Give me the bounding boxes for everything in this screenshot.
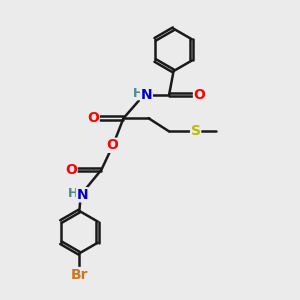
Text: Br: Br bbox=[70, 268, 88, 281]
Text: O: O bbox=[65, 163, 77, 177]
Text: S: S bbox=[190, 124, 201, 138]
Text: H: H bbox=[68, 187, 79, 200]
Text: N: N bbox=[141, 88, 152, 102]
Text: O: O bbox=[106, 138, 118, 152]
Text: O: O bbox=[87, 111, 99, 125]
Text: N: N bbox=[76, 188, 88, 202]
Text: H: H bbox=[132, 87, 143, 100]
Text: O: O bbox=[194, 88, 206, 102]
